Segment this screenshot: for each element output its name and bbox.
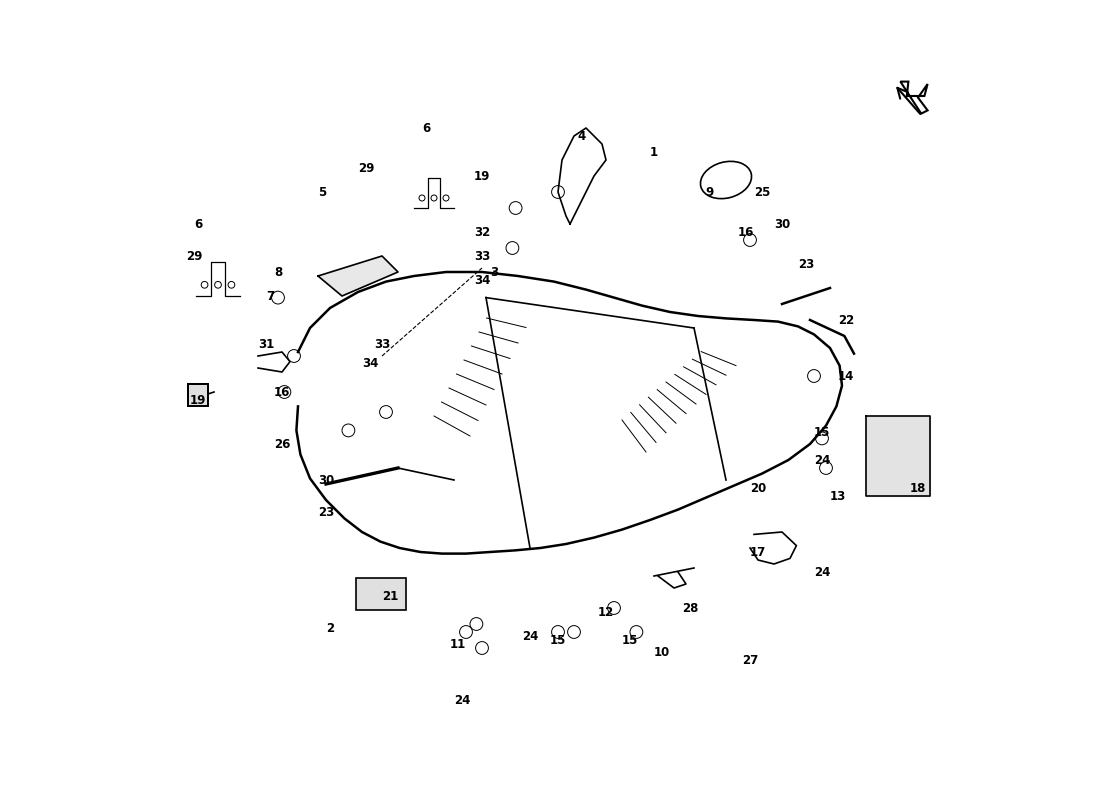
- Text: 19: 19: [190, 394, 206, 406]
- Text: 32: 32: [474, 226, 491, 238]
- Text: 28: 28: [682, 602, 698, 614]
- Text: 27: 27: [741, 654, 758, 666]
- Text: 9: 9: [706, 186, 714, 198]
- Text: 25: 25: [754, 186, 770, 198]
- Text: 30: 30: [318, 474, 334, 486]
- Text: 23: 23: [318, 506, 334, 518]
- Text: 34: 34: [362, 358, 378, 370]
- Text: 29: 29: [358, 162, 374, 174]
- Text: 24: 24: [521, 630, 538, 642]
- Text: 24: 24: [454, 694, 470, 706]
- Text: 21: 21: [382, 590, 398, 602]
- Text: 12: 12: [598, 606, 614, 618]
- Polygon shape: [866, 416, 930, 496]
- Text: 15: 15: [621, 634, 638, 646]
- Text: 16: 16: [738, 226, 755, 238]
- Text: 8: 8: [274, 266, 282, 278]
- Text: 15: 15: [814, 426, 830, 438]
- Text: 5: 5: [318, 186, 326, 198]
- Text: 4: 4: [578, 130, 586, 142]
- Text: 1: 1: [650, 146, 658, 158]
- Polygon shape: [318, 256, 398, 296]
- Text: 33: 33: [374, 338, 390, 350]
- Text: 30: 30: [774, 218, 790, 230]
- Text: 16: 16: [274, 386, 290, 398]
- Text: 18: 18: [910, 482, 926, 494]
- Text: 24: 24: [814, 454, 830, 466]
- Text: 20: 20: [750, 482, 766, 494]
- Text: 31: 31: [257, 338, 274, 350]
- Text: 23: 23: [798, 258, 814, 270]
- Text: 10: 10: [653, 646, 670, 658]
- Text: 13: 13: [829, 490, 846, 502]
- Text: 6: 6: [422, 122, 430, 134]
- Text: 17: 17: [750, 546, 766, 558]
- Text: 3: 3: [490, 266, 498, 278]
- Text: 29: 29: [186, 250, 202, 262]
- Text: 2: 2: [326, 622, 334, 634]
- Text: 22: 22: [838, 314, 854, 326]
- Text: 14: 14: [838, 370, 855, 382]
- Text: 26: 26: [274, 438, 290, 450]
- FancyBboxPatch shape: [356, 578, 406, 610]
- Text: 15: 15: [550, 634, 566, 646]
- Text: 7: 7: [266, 290, 274, 302]
- Text: 11: 11: [450, 638, 466, 650]
- Text: 33: 33: [474, 250, 491, 262]
- FancyBboxPatch shape: [188, 384, 208, 406]
- Text: 24: 24: [814, 566, 830, 578]
- Text: 6: 6: [194, 218, 202, 230]
- Text: 34: 34: [474, 274, 491, 286]
- Text: 19: 19: [474, 170, 491, 182]
